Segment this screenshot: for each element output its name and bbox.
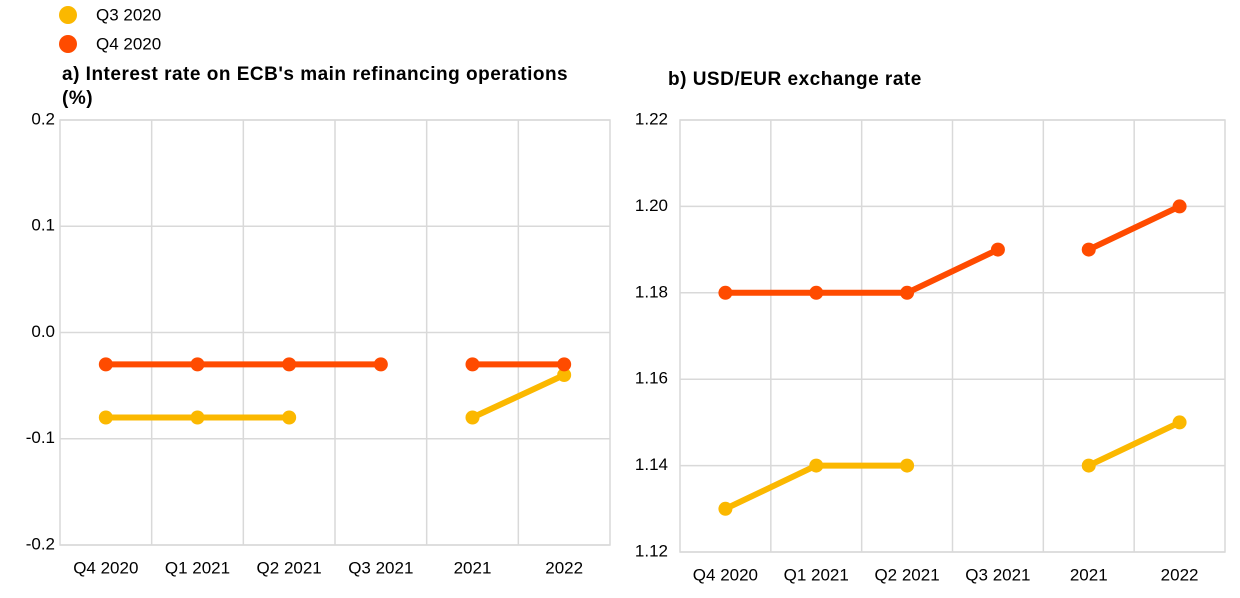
x-tick-label: Q2 2021 — [874, 565, 939, 584]
series-marker — [1172, 199, 1187, 214]
series-marker — [718, 501, 733, 516]
x-tick-label: 2021 — [454, 558, 492, 577]
x-tick-label: Q2 2021 — [257, 558, 322, 577]
series-marker — [900, 285, 915, 300]
x-tick-label: Q3 2021 — [965, 565, 1030, 584]
series-marker — [282, 357, 297, 372]
series-marker — [282, 410, 297, 425]
legend-label: Q3 2020 — [96, 5, 161, 24]
series-marker — [718, 285, 733, 300]
x-tick-label: Q1 2021 — [784, 565, 849, 584]
series-marker — [557, 368, 572, 382]
y-tick-label: 1.20 — [635, 196, 668, 215]
x-tick-label: Q1 2021 — [165, 558, 230, 577]
series-marker — [557, 357, 572, 372]
y-tick-label: -0.2 — [26, 534, 55, 553]
series-line — [725, 203, 1181, 296]
chart-title: a) Interest rate on ECB's main refinanci… — [62, 64, 569, 109]
x-tick-label: 2022 — [1161, 565, 1199, 584]
series-marker — [1081, 242, 1096, 257]
series-marker — [190, 410, 205, 425]
chart-title-box: b) USD/EUR exchange rate — [668, 69, 922, 90]
y-tick-label: 0.2 — [31, 109, 55, 128]
series-marker — [98, 410, 113, 425]
series-marker — [190, 357, 205, 372]
series-marker — [1172, 415, 1187, 430]
plot-frame — [679, 119, 1226, 553]
series-marker — [990, 242, 1005, 257]
y-tick-label: 1.12 — [635, 541, 668, 560]
legend-swatch — [59, 35, 77, 53]
series-marker — [465, 357, 480, 372]
x-tick-label: Q3 2021 — [348, 558, 413, 577]
series-marker — [1081, 458, 1096, 473]
y-tick-label: 0.1 — [31, 216, 55, 235]
legend-label: Q4 2020 — [96, 34, 161, 53]
series-marker — [809, 458, 824, 473]
y-tick-label: 1.16 — [635, 369, 668, 388]
series-marker — [98, 357, 113, 372]
series-marker — [900, 458, 915, 473]
x-tick-label: Q4 2020 — [73, 558, 138, 577]
y-tick-label: 1.14 — [635, 455, 668, 474]
x-tick-label: 2021 — [1070, 565, 1108, 584]
series-marker — [373, 357, 388, 372]
y-tick-label: -0.1 — [26, 428, 55, 447]
y-tick-label: 0.0 — [31, 322, 55, 341]
series-marker — [809, 285, 824, 300]
y-tick-label: 1.22 — [635, 109, 668, 128]
legend-swatch — [59, 6, 77, 24]
x-tick-label: 2022 — [545, 558, 583, 577]
y-tick-label: 1.18 — [635, 282, 668, 301]
x-tick-label: Q4 2020 — [693, 565, 758, 584]
chart-title-box: a) Interest rate on ECB's main refinanci… — [62, 64, 569, 109]
series-marker — [465, 410, 480, 425]
plot-frame — [59, 119, 611, 546]
chart-title: b) USD/EUR exchange rate — [668, 69, 922, 90]
